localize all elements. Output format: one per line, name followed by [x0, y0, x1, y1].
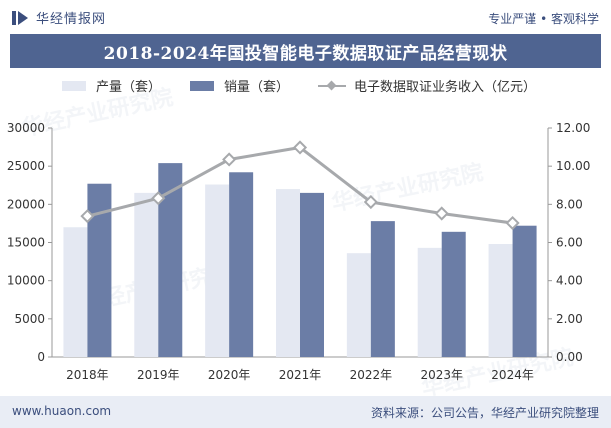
y-left-tick-label: 15000: [7, 236, 45, 250]
footer-site-link[interactable]: www.huaon.com: [12, 404, 112, 418]
logo-text: 华经情报网: [36, 12, 107, 27]
y-right-tick-label: 2.00: [556, 312, 583, 326]
y-left-tick-label: 20000: [7, 197, 45, 211]
x-tick-label: 2020年: [208, 368, 251, 382]
bar-sales: [300, 192, 324, 357]
bar-production: [134, 192, 159, 357]
y-left-tick-label: 30000: [7, 121, 45, 135]
logo[interactable]: 华经情报网: [12, 8, 106, 27]
legend-swatch-sales: [190, 80, 214, 91]
y-right-tick-label: 10.00: [556, 159, 590, 173]
revenue-point: [292, 140, 308, 155]
title-bar: 2018-2024年国投智能电子数据取证产品经营现状: [10, 34, 601, 68]
legend-item-revenue: 电子数据取证业务收入（亿元）: [318, 76, 536, 95]
bar-production: [205, 184, 230, 357]
y-left-tick-label: 0: [37, 350, 45, 364]
y-right-tick-label: 8.00: [556, 197, 583, 211]
legend-label-production: 产量（套）: [96, 80, 162, 95]
revenue-point: [151, 191, 166, 206]
legend: 产量（套） 销量（套） 电子数据取证业务收入（亿元）: [0, 76, 611, 96]
x-tick-label: 2022年: [350, 368, 393, 382]
y-right-tick-label: 4.00: [556, 274, 583, 288]
bar-production: [63, 227, 88, 357]
y-left-tick-label: 5000: [14, 312, 45, 326]
revenue-point: [505, 215, 520, 231]
tagline: 专业严谨 • 客观科学: [488, 12, 599, 26]
revenue-point: [363, 194, 378, 210]
bar-production: [346, 253, 371, 357]
chart-title: 2018-2024年国投智能电子数据取证产品经营现状: [103, 43, 508, 64]
combo-chart: 0 5000 10000 15000 20000 25000 30000 0.00 2.00 4.…: [7, 121, 591, 382]
bar-production: [417, 247, 442, 357]
legend-label-revenue: 电子数据取证业务收入（亿元）: [354, 80, 537, 95]
footer-source: 资料来源：公司公告，华经产业研究院整理: [370, 406, 599, 420]
logo-icon: [12, 10, 28, 25]
bar-sales: [441, 231, 466, 357]
bar-sales: [370, 221, 395, 357]
y-right-tick-label: 6.00: [556, 236, 583, 250]
footer: www.huaon.com 资料来源：公司公告，华经产业研究院整理: [0, 396, 611, 428]
top-bar: 华经情报网 专业严谨 • 客观科学: [0, 0, 611, 34]
y-left-tick-label: 25000: [7, 159, 45, 173]
legend-item-sales: 销量（套）: [190, 76, 289, 95]
x-tick-label: 2023年: [420, 368, 463, 382]
y-right-tick-label: 12.00: [556, 121, 590, 135]
revenue-point: [80, 209, 95, 224]
bar-production: [488, 244, 513, 357]
y-right-tick-label: 0.00: [556, 350, 583, 364]
x-tick-label: 2018年: [66, 368, 109, 382]
x-tick-label: 2021年: [279, 368, 322, 382]
y-left-tick-label: 10000: [7, 274, 45, 288]
legend-item-production: 产量（套）: [62, 76, 161, 95]
legend-label-sales: 销量（套）: [224, 80, 290, 95]
bar-production: [276, 189, 300, 357]
revenue-point: [434, 206, 449, 221]
legend-swatch-production: [62, 80, 86, 91]
legend-swatch-revenue: [318, 81, 346, 91]
revenue-point: [222, 152, 237, 167]
bar-sales: [512, 225, 537, 357]
x-tick-label: 2019年: [137, 368, 180, 382]
bar-sales: [229, 172, 254, 357]
x-tick-label: 2024年: [491, 368, 534, 382]
